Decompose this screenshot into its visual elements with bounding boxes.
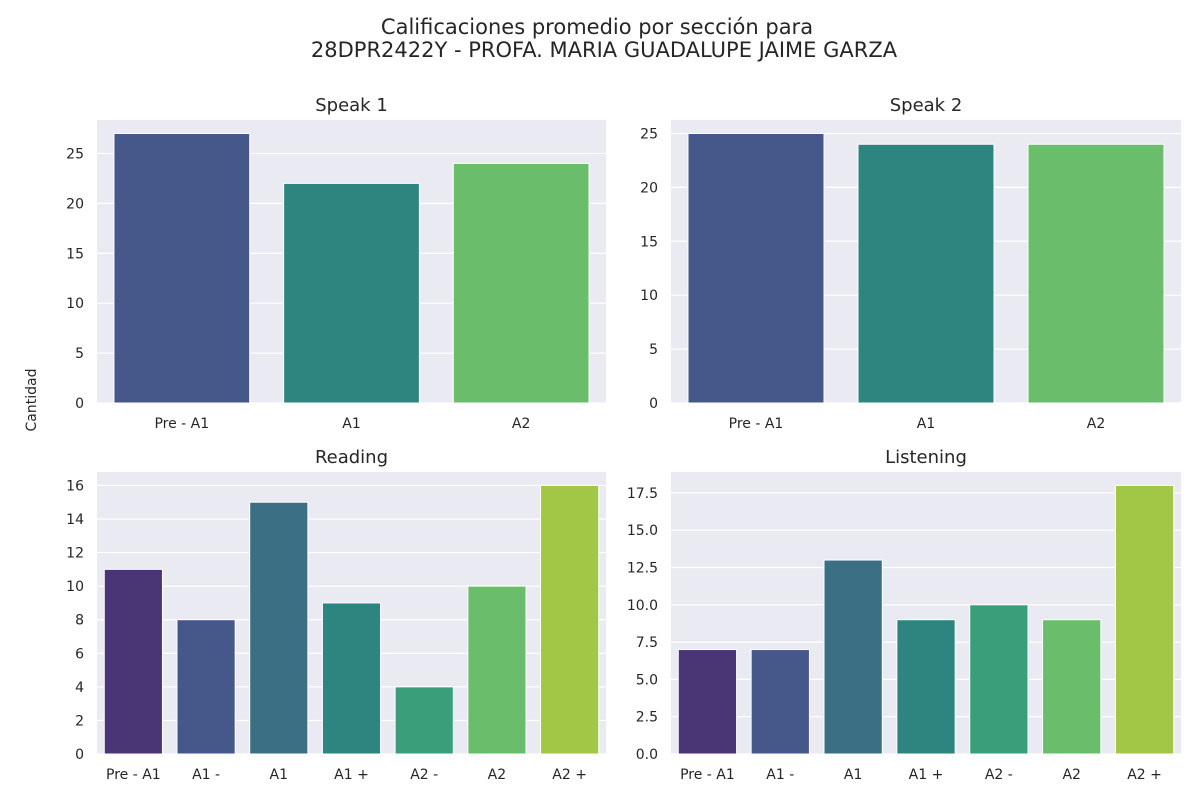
bar (750, 649, 810, 755)
y-tick-label: 25 (66, 146, 84, 162)
y-tick-label: 2.5 (636, 710, 658, 726)
bar (467, 585, 527, 755)
y-tick-label: 25 (640, 126, 658, 142)
x-tick-label: A2 + (552, 767, 587, 783)
figure-title-line-2: 28DPR2422Y - PROFA. MARIA GUADALUPE JAIM… (311, 38, 898, 62)
x-tick-label: A1 (917, 416, 935, 432)
x-tick-label: A1 - (192, 767, 220, 783)
x-tick-label: A1 (270, 767, 288, 783)
y-tick-label: 15 (66, 246, 84, 262)
y-tick-label: 10 (640, 288, 658, 304)
y-tick-label: 15 (640, 234, 658, 250)
y-tick-label: 2 (75, 713, 84, 729)
y-tick-label: 6 (75, 646, 84, 662)
y-tick-label: 5.0 (636, 672, 658, 688)
y-tick-label: 0.0 (636, 747, 658, 763)
figure-y-axis-label: Cantidad (24, 369, 40, 432)
y-tick-label: 17.5 (627, 486, 658, 502)
x-tick-label: A2 (1087, 416, 1105, 432)
bar (394, 686, 454, 755)
x-tick-label: A2 + (1127, 767, 1162, 783)
x-tick-label: A2 (512, 416, 530, 432)
bar (540, 484, 600, 755)
bar (113, 132, 251, 404)
x-tick-label: Pre - A1 (680, 767, 735, 783)
x-tick-label: A2 - (410, 767, 438, 783)
y-tick-label: 5 (649, 342, 658, 358)
y-tick-label: 12.5 (627, 560, 658, 576)
y-tick-label: 10 (66, 296, 84, 312)
figure-title-line-1: Calificaciones promedio por sección para (381, 15, 813, 39)
x-tick-label: Pre - A1 (106, 767, 161, 783)
x-tick-label: A1 + (334, 767, 369, 783)
bar (1042, 619, 1102, 755)
y-tick-label: 0 (75, 396, 84, 412)
x-tick-label: Pre - A1 (154, 416, 209, 432)
bar (103, 568, 163, 755)
bar (1027, 143, 1165, 404)
panel-speak-2: 0 5 10 15 20 25 Pre - A1 A1 A2 Speak 2 (640, 95, 1181, 432)
y-tick-label: 7.5 (636, 635, 658, 651)
y-tick-label: 12 (66, 546, 84, 562)
x-tick-label: Pre - A1 (729, 416, 784, 432)
y-tick-label: 4 (75, 680, 84, 696)
y-tick-label: 0 (649, 396, 658, 412)
panel-speak-1: 0 5 10 15 20 25 Pre - A1 A1 A2 Speak 1 (66, 95, 606, 432)
y-tick-label: 0 (75, 747, 84, 763)
y-tick-label: 20 (640, 180, 658, 196)
x-tick-label: A1 - (766, 767, 794, 783)
y-tick-label: 20 (66, 196, 84, 212)
panel-title: Listening (885, 447, 967, 468)
bar (452, 162, 590, 404)
bar (969, 604, 1029, 755)
panel-reading: 0 2 4 6 8 10 12 14 16 Pre - A1 A1 - A1 A1 + A2 - A2 A2 … (66, 447, 606, 783)
bar (321, 602, 382, 755)
y-tick-label: 14 (66, 512, 84, 528)
bar (176, 619, 236, 755)
bar (1114, 484, 1175, 755)
y-tick-label: 10 (66, 579, 84, 595)
panel-title: Speak 2 (890, 95, 963, 116)
x-tick-label: A2 (488, 767, 506, 783)
x-tick-label: A1 (844, 767, 862, 783)
panel-title: Speak 1 (315, 95, 388, 116)
bar (249, 501, 309, 755)
bar (857, 143, 995, 404)
x-tick-label: A2 (1062, 767, 1080, 783)
bar (283, 182, 420, 404)
bar (677, 649, 738, 755)
bar (896, 619, 956, 755)
y-tick-label: 8 (75, 613, 84, 629)
y-tick-label: 5 (75, 346, 84, 362)
bar (823, 559, 883, 755)
x-tick-label: A2 - (985, 767, 1013, 783)
x-tick-label: A1 + (909, 767, 944, 783)
panel-listening: 0.0 2.5 5.0 7.5 10.0 12.5 15.0 17.5 Pre - A1 A1 -… (627, 447, 1181, 783)
x-tick-label: A1 (342, 416, 360, 432)
bar (687, 132, 825, 404)
panel-title: Reading (315, 447, 388, 468)
y-tick-label: 10.0 (627, 598, 658, 614)
y-tick-label: 16 (66, 478, 84, 494)
y-tick-label: 15.0 (627, 523, 658, 539)
